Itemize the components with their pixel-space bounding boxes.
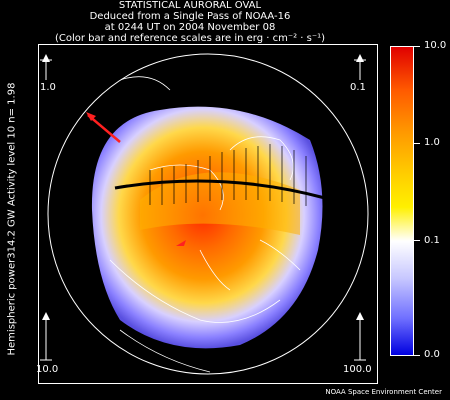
auroral-oval — [91, 106, 323, 349]
credit-text: NOAA Space Environment Center — [325, 388, 442, 396]
oval-band — [140, 172, 300, 235]
colorbar-tick — [414, 143, 420, 144]
reference-arrowheads — [42, 54, 364, 320]
earth-limb — [47, 53, 369, 375]
scale-top-left: 1.0 — [40, 82, 56, 93]
coastlines — [59, 76, 301, 373]
title-line-1: STATISTICAL AURORAL OVAL — [118, 0, 262, 11]
colorbar-tick — [414, 240, 420, 241]
colorbar-tick — [414, 355, 420, 356]
reference-scales — [40, 59, 366, 361]
scale-bottom-right: 100.0 — [343, 364, 372, 375]
scale-bottom-left: 10.0 — [36, 364, 59, 375]
pole-marker — [176, 240, 186, 246]
colorbar-tick — [414, 46, 420, 47]
title-line-3: at 0244 UT on 2004 November 08 — [104, 22, 276, 33]
scale-top-right: 0.1 — [350, 82, 366, 93]
map-frame — [38, 44, 378, 384]
colorbar-label-0: 0.0 — [424, 349, 440, 360]
title-block: STATISTICAL AURORAL OVAL Deduced from a … — [0, 0, 380, 44]
title-line-4: (Color bar and reference scales are in e… — [54, 33, 326, 44]
colorbar-label-0-1: 0.1 — [424, 235, 440, 246]
satellite-track — [114, 144, 326, 206]
color-bar — [390, 46, 414, 356]
colorbar-label-10: 10.0 — [424, 40, 447, 51]
sun-direction-arrowhead — [86, 112, 96, 121]
colorbar-label-1: 1.0 — [424, 137, 440, 148]
title-line-2: Deduced from a Single Pass of NOAA-16 — [89, 11, 291, 22]
